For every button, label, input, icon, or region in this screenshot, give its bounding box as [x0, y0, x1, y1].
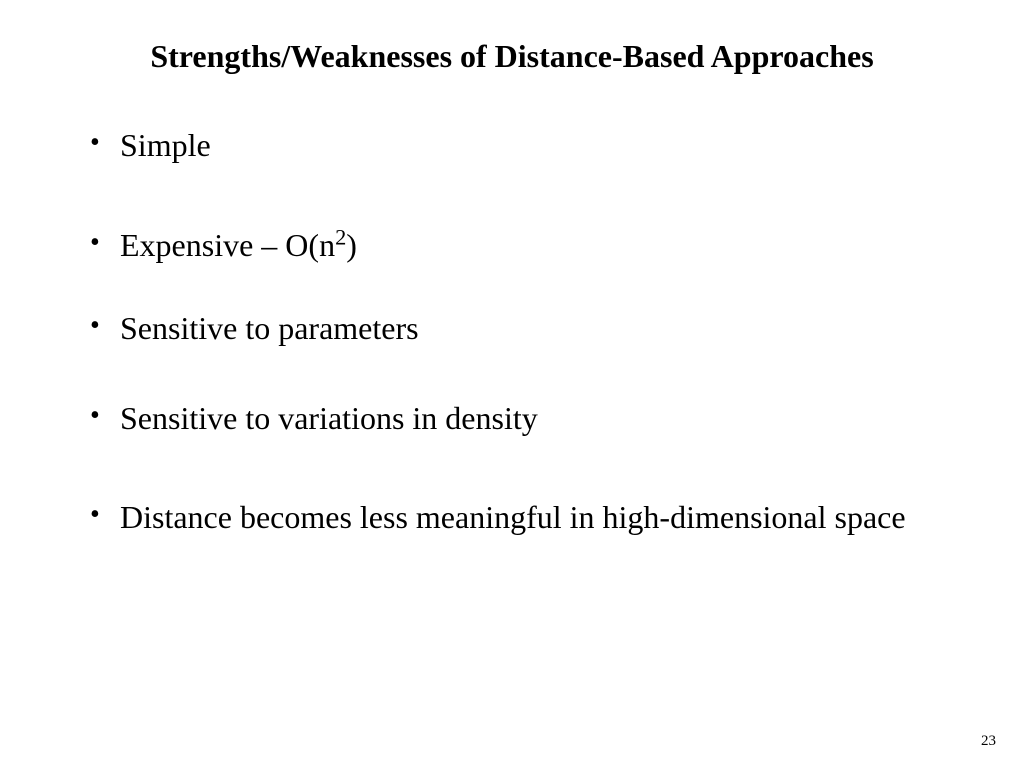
bullet-item: Sensitive to parameters	[90, 308, 974, 350]
bullet-item: Simple	[90, 125, 974, 167]
bullet-text: Distance becomes less meaningful in high…	[120, 499, 906, 535]
bullet-text: Sensitive to variations in density	[120, 400, 538, 436]
bullet-item: Expensive – O(n2)	[90, 225, 974, 267]
bullet-text: Sensitive to parameters	[120, 310, 419, 346]
bullet-text: )	[346, 227, 357, 263]
page-number: 23	[981, 733, 996, 750]
slide-title: Strengths/Weaknesses of Distance-Based A…	[50, 38, 974, 75]
bullet-list: Simple Expensive – O(n2) Sensitive to pa…	[50, 125, 974, 539]
superscript: 2	[335, 224, 346, 249]
slide-container: Strengths/Weaknesses of Distance-Based A…	[0, 0, 1024, 768]
bullet-text: Simple	[120, 127, 211, 163]
bullet-item: Sensitive to variations in density	[90, 398, 974, 440]
bullet-item: Distance becomes less meaningful in high…	[90, 497, 974, 539]
bullet-text: Expensive – O(n	[120, 227, 335, 263]
